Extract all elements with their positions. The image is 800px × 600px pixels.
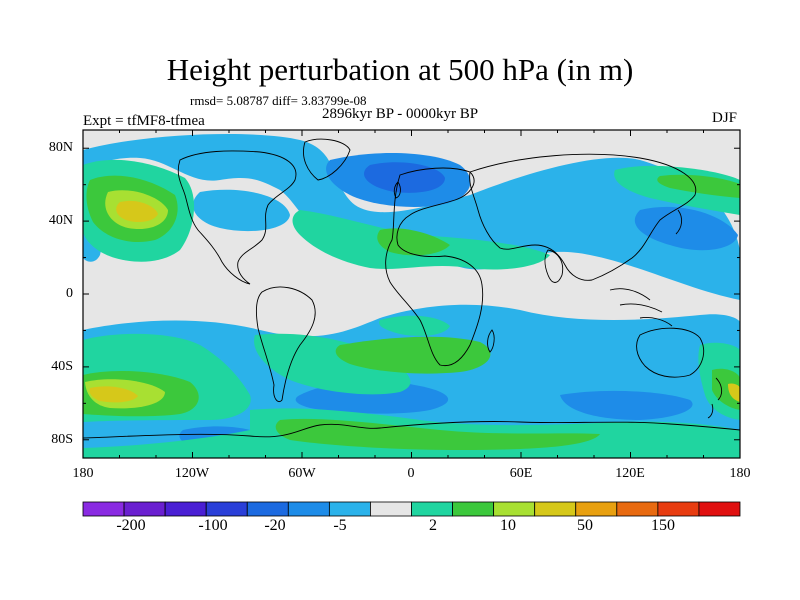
colorbar-label: 150 [651,517,675,534]
plot-title: Height perturbation at 500 hPa (in m) [166,52,634,87]
period-text: 2896kyr BP - 0000kyr BP [322,106,479,122]
coastline [255,286,316,403]
coastline [303,138,351,181]
contour-region [83,304,740,458]
map-field [83,130,740,458]
coastline [636,327,704,378]
colorbar-swatch [246,501,289,517]
colorbar-swatch [123,501,166,517]
x-tick-label: 120W [174,466,210,481]
coastline [385,167,484,367]
colorbar-label: 50 [577,517,593,534]
colorbar-swatch [411,501,453,517]
coastline [675,209,683,235]
contour-region [377,228,450,256]
colorbar-swatch [370,501,412,517]
colorbar-label: -20 [264,517,286,534]
contour-region [560,390,693,420]
colorbar-label: -100 [198,517,228,534]
colorbar-swatch [328,501,371,517]
colorbar-swatch [657,501,700,517]
colorbar-swatch [575,501,618,517]
tick-marks [82,130,741,458]
x-tick-label: 180 [72,466,94,481]
x-tick-label: 180 [729,466,751,481]
contour-region [657,174,740,198]
coastline [177,150,297,285]
x-tick-label: 0 [407,466,415,481]
y-tick-label: 40S [51,359,73,374]
colorbar-swatch [616,501,659,517]
coastline [487,329,495,353]
x-tick-label: 120E [615,466,645,481]
contour-region [116,200,158,222]
contour-region [83,134,740,300]
y-tick-label: 80N [48,140,73,155]
colorbar-swatch [534,501,577,517]
coastline [83,421,740,439]
coastline [469,153,697,281]
contour-region [728,383,740,402]
colorbar-swatch [452,501,495,517]
coastline [393,181,401,199]
contour-region [89,386,138,403]
colorbar-swatch [205,501,248,517]
colorbar [82,501,741,517]
colorbar-label: -5 [333,517,347,534]
colorbar-swatch [164,501,207,517]
x-tick-label: 60W [288,466,316,481]
contour-region [364,162,445,193]
season-label: DJF [712,110,738,126]
coastlines [83,138,740,439]
colorbar-swatch [698,501,741,517]
y-tick-label: 0 [66,286,73,301]
contour-region [712,368,740,410]
y-tick-label: 80S [51,432,73,447]
coastline [707,377,723,419]
x-tick-label: 60E [509,466,533,481]
experiment-label: Expt = tfMF8-tfmea [83,113,205,129]
colorbar-swatch [287,501,330,517]
colorbar-label: 2 [429,517,437,534]
contour-region [634,206,738,251]
y-tick-label: 40N [48,213,73,228]
contour-region [254,333,411,395]
coastline [609,288,673,327]
colorbar-label: 10 [500,517,516,534]
colorbar-swatch [493,501,536,517]
stats-text: rmsd= 5.08787 diff= 3.83799e-08 [190,93,367,108]
colorbar-label: -200 [116,517,146,534]
contour-region [379,315,450,336]
colorbar-swatch [82,501,125,517]
coastline [544,249,564,283]
